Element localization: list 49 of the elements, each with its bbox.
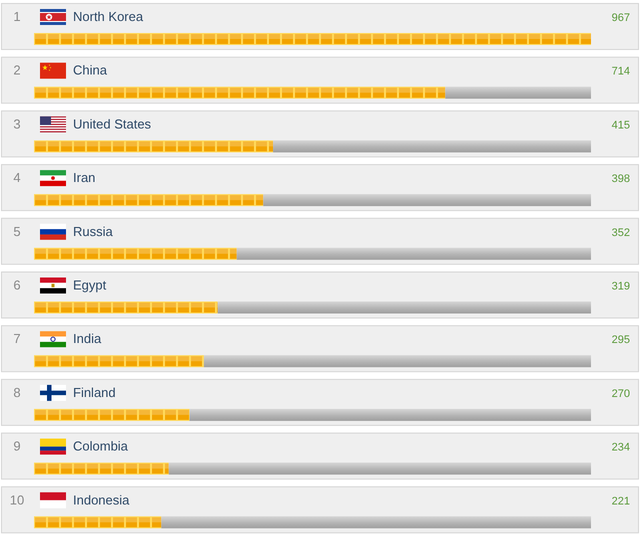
bar: [34, 302, 218, 314]
data-label: 415: [612, 119, 630, 132]
text: 9: [13, 438, 21, 454]
text: 7: [13, 331, 21, 346]
y-tick-label: Russia: [73, 224, 114, 239]
y-tick-label: India: [73, 331, 102, 346]
bar: [34, 408, 190, 421]
bar: [263, 194, 591, 206]
data-label: 714: [612, 66, 630, 78]
data-label: 352: [612, 226, 630, 239]
y-tick-label: North Korea: [73, 9, 144, 24]
bar: [445, 86, 591, 99]
bar: [34, 194, 264, 206]
data-label: 967: [612, 12, 630, 24]
bar: [34, 516, 162, 528]
bar: [34, 248, 237, 260]
y-tick-label: Indonesia: [73, 492, 130, 508]
bar: [204, 355, 591, 368]
data-label: 319: [612, 280, 630, 292]
text: 2: [13, 62, 21, 78]
data-label: 234: [612, 442, 630, 454]
y-tick-label: United States: [73, 116, 152, 132]
y-tick-label: Egypt: [73, 278, 107, 292]
y-tick-label: Iran: [73, 170, 96, 186]
text: 8: [13, 384, 21, 400]
bar: [34, 33, 591, 45]
data-label: 398: [612, 173, 630, 186]
text: 10: [10, 492, 24, 508]
bar: [273, 140, 591, 152]
text: 5: [13, 224, 21, 239]
text: 3: [13, 116, 21, 132]
bar: [168, 462, 591, 475]
y-tick-label: Finland: [73, 384, 116, 400]
text: 1: [13, 9, 21, 24]
bar: [34, 355, 204, 368]
bar: [190, 408, 591, 421]
bar: [34, 140, 274, 152]
data-label: 295: [612, 334, 630, 346]
y-tick-label: Colombia: [73, 438, 129, 454]
bar: [34, 462, 169, 475]
text: 4: [13, 170, 21, 186]
bar: [236, 248, 591, 260]
data-label: 270: [612, 388, 630, 400]
bar: [34, 86, 446, 99]
text: 6: [13, 278, 21, 292]
data-label: 221: [612, 495, 630, 508]
bar: [161, 516, 591, 528]
y-tick-label: China: [73, 62, 108, 78]
bar: [218, 302, 591, 314]
